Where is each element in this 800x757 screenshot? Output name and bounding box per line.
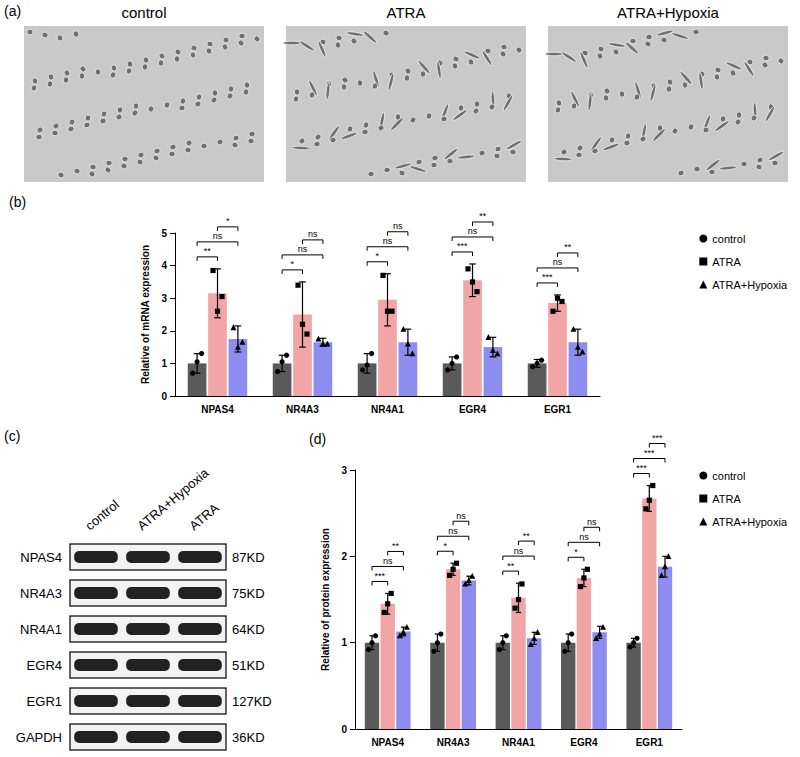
svg-text:***: *** <box>636 463 647 473</box>
svg-text:*: * <box>291 259 295 269</box>
svg-text:(d): (d) <box>309 431 326 447</box>
svg-text:ns: ns <box>213 231 223 241</box>
svg-text:EGR1: EGR1 <box>27 694 62 709</box>
svg-text:***: *** <box>652 433 663 443</box>
svg-text:***: *** <box>542 272 553 282</box>
svg-text:**: ** <box>479 211 487 221</box>
svg-text:(a): (a) <box>4 3 21 19</box>
svg-text:64KD: 64KD <box>232 622 265 637</box>
svg-text:4: 4 <box>161 260 167 271</box>
svg-text:0: 0 <box>161 391 167 402</box>
svg-text:ATRA+Hypoxia: ATRA+Hypoxia <box>712 279 788 291</box>
svg-text:**: ** <box>204 246 212 256</box>
svg-text:ATRA: ATRA <box>186 500 222 533</box>
svg-text:127KD: 127KD <box>232 694 272 709</box>
svg-text:control: control <box>712 470 745 482</box>
svg-text:ns: ns <box>393 221 403 231</box>
svg-text:ns: ns <box>298 244 308 254</box>
svg-text:1: 1 <box>161 358 167 369</box>
svg-text:2: 2 <box>341 551 347 562</box>
svg-text:87KD: 87KD <box>232 550 265 565</box>
svg-text:EGR4: EGR4 <box>27 658 62 673</box>
svg-text:ATRA: ATRA <box>712 256 741 268</box>
svg-text:(b): (b) <box>9 194 26 210</box>
svg-text:51KD: 51KD <box>232 658 265 673</box>
svg-text:EGR1: EGR1 <box>544 404 572 415</box>
svg-text:ns: ns <box>553 257 563 267</box>
svg-text:36KD: 36KD <box>232 730 265 745</box>
svg-text:ATRA+Hypoxia: ATRA+Hypoxia <box>617 4 720 21</box>
svg-text:ns: ns <box>587 517 597 527</box>
svg-text:NR4A3: NR4A3 <box>20 586 62 601</box>
svg-text:**: ** <box>392 541 400 551</box>
svg-text:ns: ns <box>448 526 458 536</box>
svg-text:*: * <box>574 547 578 557</box>
svg-text:NR4A3: NR4A3 <box>437 737 470 748</box>
svg-text:ns: ns <box>456 511 466 521</box>
svg-text:EGR4: EGR4 <box>459 404 487 415</box>
svg-text:**: ** <box>507 561 515 571</box>
svg-text:NR4A1: NR4A1 <box>20 622 62 637</box>
svg-text:3: 3 <box>341 465 347 476</box>
svg-text:Relative of mRNA expression: Relative of mRNA expression <box>140 245 151 384</box>
svg-text:0: 0 <box>341 724 347 735</box>
svg-text:NPAS4: NPAS4 <box>201 404 234 415</box>
svg-text:75KD: 75KD <box>232 586 265 601</box>
svg-text:ns: ns <box>383 236 393 246</box>
svg-text:EGR4: EGR4 <box>570 737 598 748</box>
svg-text:NR4A1: NR4A1 <box>502 737 535 748</box>
svg-text:NR4A3: NR4A3 <box>286 404 319 415</box>
svg-text:**: ** <box>564 242 572 252</box>
svg-text:*: * <box>376 251 380 261</box>
svg-text:ATRA+Hypoxia: ATRA+Hypoxia <box>134 465 212 534</box>
svg-text:ATRA+Hypoxia: ATRA+Hypoxia <box>712 516 788 528</box>
svg-text:ns: ns <box>383 556 393 566</box>
svg-text:***: *** <box>457 241 468 251</box>
svg-text:ATRA: ATRA <box>712 493 741 505</box>
svg-text:*: * <box>443 541 447 551</box>
svg-text:***: *** <box>375 571 386 581</box>
svg-text:control: control <box>121 4 166 21</box>
svg-text:ns: ns <box>514 546 524 556</box>
svg-text:5: 5 <box>161 228 167 239</box>
svg-text:3: 3 <box>161 293 167 304</box>
svg-text:***: *** <box>644 448 655 458</box>
svg-text:ns: ns <box>468 226 478 236</box>
svg-text:(c): (c) <box>4 428 20 444</box>
svg-text:EGR1: EGR1 <box>636 737 664 748</box>
svg-text:*: * <box>226 216 230 226</box>
svg-text:NR4A1: NR4A1 <box>371 404 404 415</box>
svg-text:NPAS4: NPAS4 <box>20 550 62 565</box>
svg-text:ATRA: ATRA <box>387 4 426 21</box>
svg-text:ns: ns <box>579 532 589 542</box>
svg-text:Relative of protein expression: Relative of protein expression <box>320 528 331 671</box>
svg-text:NPAS4: NPAS4 <box>371 737 404 748</box>
svg-text:ns: ns <box>308 229 318 239</box>
svg-text:2: 2 <box>161 325 167 336</box>
svg-text:control: control <box>712 233 745 245</box>
svg-text:1: 1 <box>341 637 347 648</box>
svg-text:control: control <box>82 497 122 534</box>
svg-text:GAPDH: GAPDH <box>16 730 62 745</box>
svg-text:**: ** <box>523 531 531 541</box>
